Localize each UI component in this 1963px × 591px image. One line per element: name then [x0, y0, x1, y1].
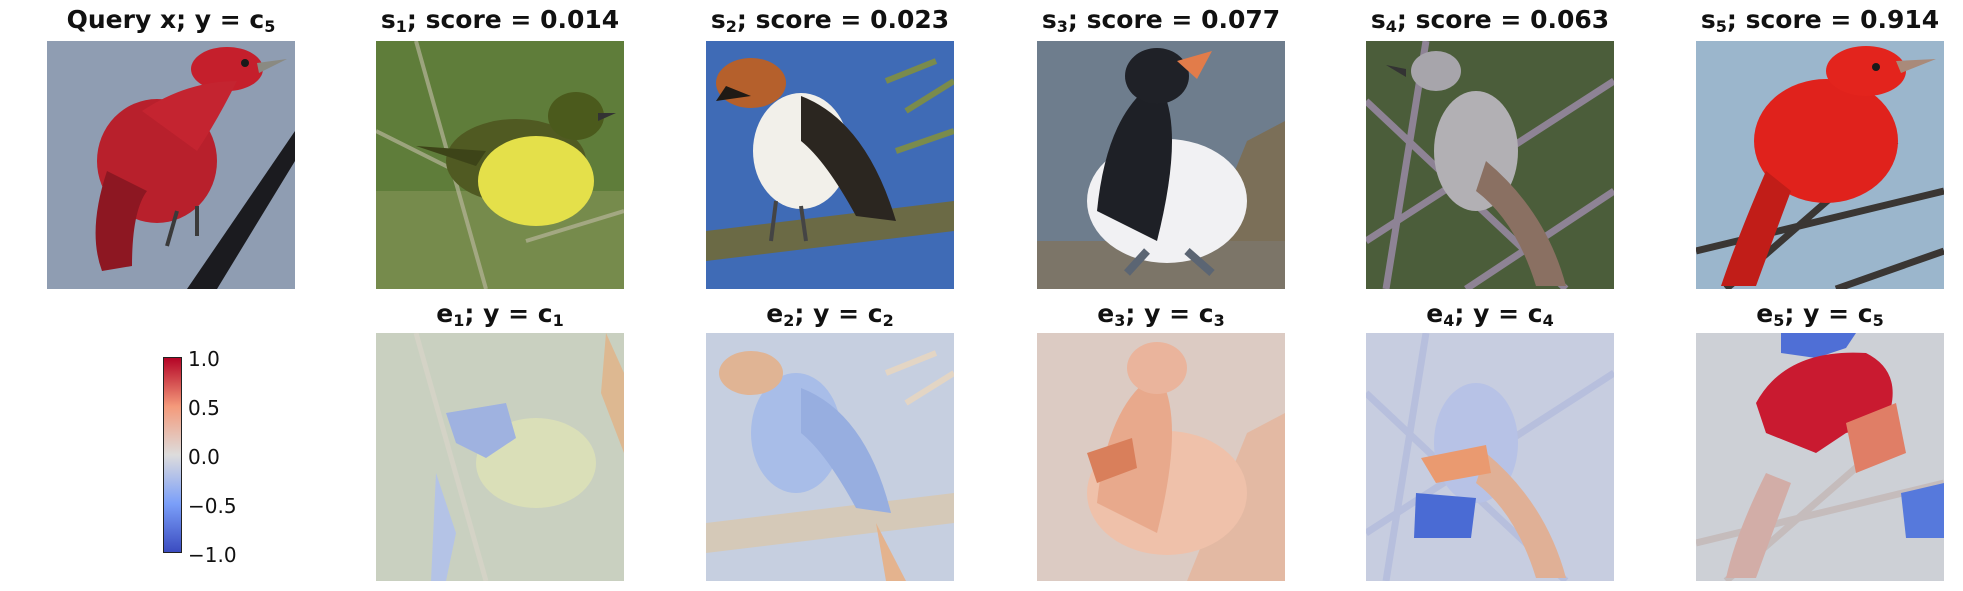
explanation-3-heatmap	[1037, 333, 1285, 581]
sample-2-title: s2; score = 0.023	[710, 5, 950, 36]
sample-2-bird-graphic	[706, 41, 954, 289]
explanation-4-heatmap	[1366, 333, 1614, 581]
explanation-5-title: e5; y = c5	[1756, 299, 1884, 330]
query-image	[47, 41, 295, 289]
sample-1-title: s1; score = 0.014	[380, 5, 620, 36]
sample-1-image	[376, 41, 624, 289]
colorbar-tick-1: 1.0	[188, 347, 220, 371]
sample-1-bird-graphic	[376, 41, 624, 289]
colorbar-tick-3: 0.0	[188, 445, 220, 469]
sample-4-image	[1366, 41, 1614, 289]
sample-3-bird-graphic	[1037, 41, 1285, 289]
colorbar	[163, 357, 182, 553]
explanation-2-heatmap	[706, 333, 954, 581]
explanation-5-overlay-graphic	[1696, 333, 1944, 581]
explanation-2-title: e2; y = c2	[766, 299, 894, 330]
explanation-1-overlay-graphic	[376, 333, 624, 581]
colorbar-tick-4: −0.5	[188, 494, 237, 518]
explanation-4-title: e4; y = c4	[1426, 299, 1554, 330]
explanation-2-overlay-graphic	[706, 333, 954, 581]
explanation-3-title: e3; y = c3	[1097, 299, 1225, 330]
explanation-1-title: e1; y = c1	[436, 299, 564, 330]
sample-3-image	[1037, 41, 1285, 289]
query-bird-graphic	[47, 41, 295, 289]
query-title: Query x; y = c5	[66, 5, 276, 36]
sample-5-bird-graphic	[1696, 41, 1944, 289]
sample-3-title: s3; score = 0.077	[1041, 5, 1281, 36]
colorbar-tick-5: −1.0	[188, 543, 237, 567]
sample-5-image	[1696, 41, 1944, 289]
explanation-4-overlay-graphic	[1366, 333, 1614, 581]
sample-4-bird-graphic	[1366, 41, 1614, 289]
sample-5-title: s5; score = 0.914	[1700, 5, 1940, 36]
explanation-5-heatmap	[1696, 333, 1944, 581]
sample-4-title: s4; score = 0.063	[1370, 5, 1610, 36]
explanation-1-heatmap	[376, 333, 624, 581]
explanation-3-overlay-graphic	[1037, 333, 1285, 581]
sample-2-image	[706, 41, 954, 289]
colorbar-tick-2: 0.5	[188, 396, 220, 420]
colorbar-gradient	[164, 358, 181, 552]
